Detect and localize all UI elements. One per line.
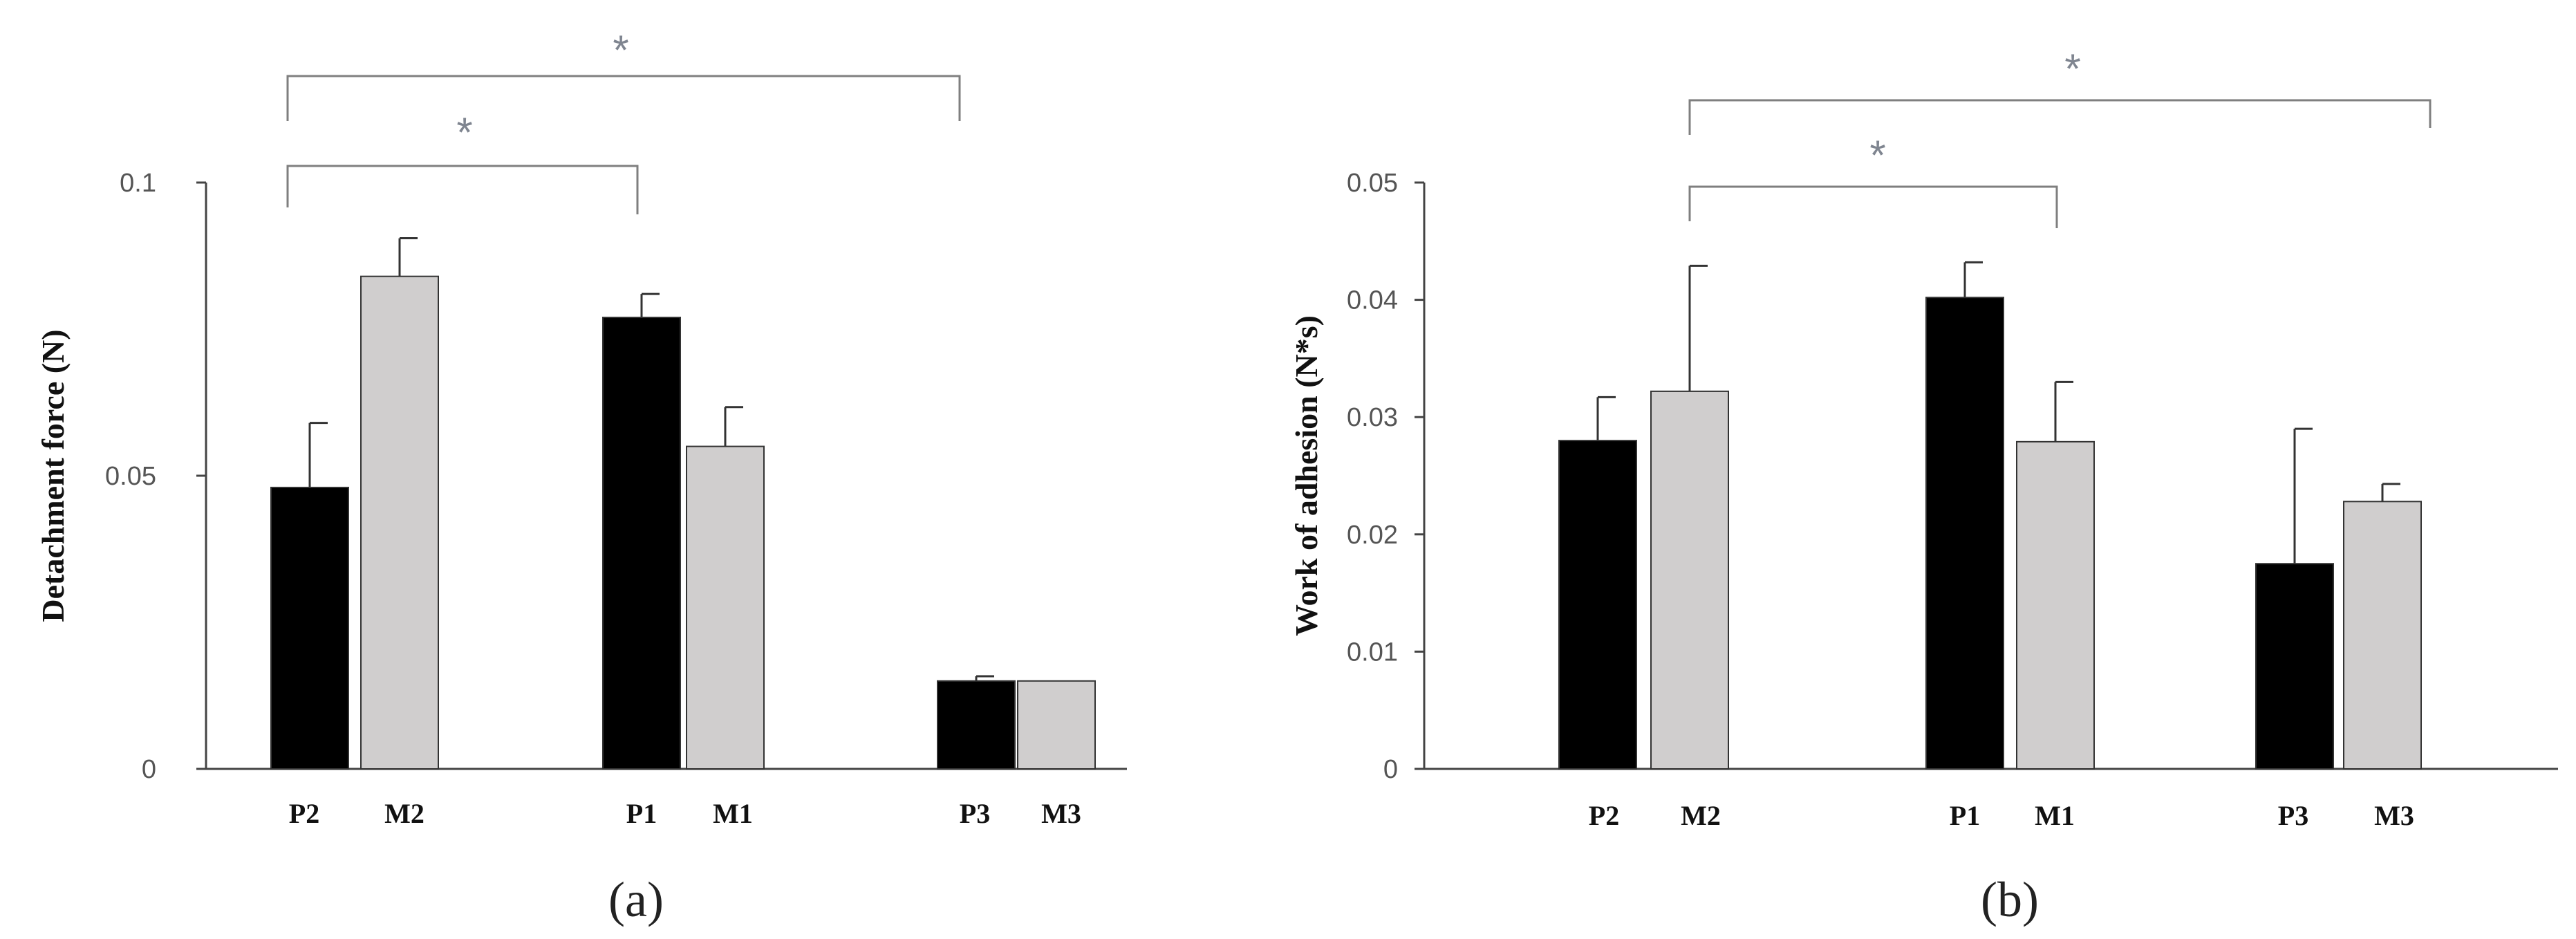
bar-m3 xyxy=(1017,680,1096,770)
bar-m2 xyxy=(360,275,439,770)
category-label-p2: P2 xyxy=(289,798,319,829)
category-label-m2: M2 xyxy=(1681,800,1721,831)
bar-m1 xyxy=(686,445,765,770)
bar-m3 xyxy=(2343,501,2422,770)
bar-m2 xyxy=(1650,390,1729,770)
category-label-p3: P3 xyxy=(960,798,990,829)
chart-a-detachment-force: 0 0.05 0.1 P2 M2 P1 M1 P3 M3 * * Detachment force (… xyxy=(35,27,1127,927)
bar-m1 xyxy=(2016,440,2095,770)
bar-p3 xyxy=(2255,563,2334,770)
bar-p1 xyxy=(602,317,681,770)
significance-bracket xyxy=(1688,185,2058,228)
significance-star: * xyxy=(456,109,472,156)
significance-bracket xyxy=(1688,99,2432,135)
bar-p2 xyxy=(270,486,349,770)
panel-label: (a) xyxy=(608,872,664,927)
y-tick-label: 0 xyxy=(142,755,156,784)
y-tick-label: 0 xyxy=(1383,755,1398,784)
y-axis-title: Work of adhesion (N*s) xyxy=(1289,315,1324,636)
y-tick-label: 0.04 xyxy=(1347,286,1398,315)
y-tick-label: 0.03 xyxy=(1347,403,1398,432)
y-axis-title: Detachment force (N) xyxy=(35,329,71,622)
y-tick-label: 0.05 xyxy=(1347,169,1398,198)
chart-b-work-of-adhesion: 0 0.01 0.02 0.03 0.04 0.05 P2 M2 P1 M1 P3 M3 * * Work … xyxy=(1289,46,2558,927)
y-tick-label: 0.05 xyxy=(105,462,156,491)
significance-bracket xyxy=(286,75,961,121)
significance-star: * xyxy=(2064,46,2080,92)
category-label-m2: M2 xyxy=(384,798,424,829)
category-label-m1: M1 xyxy=(2035,800,2075,831)
y-tick-label: 0.01 xyxy=(1347,638,1398,667)
panel-label: (b) xyxy=(1981,872,2039,927)
significance-star: * xyxy=(613,27,628,73)
bar-p2 xyxy=(1558,440,1637,770)
significance-bracket xyxy=(286,165,639,214)
category-label-m1: M1 xyxy=(713,798,753,829)
y-tick-label: 0.1 xyxy=(120,169,156,198)
category-label-m3: M3 xyxy=(1041,798,1081,829)
y-tick-label: 0.02 xyxy=(1347,521,1398,550)
bar-p1 xyxy=(1925,297,2004,770)
category-label-p3: P3 xyxy=(2278,800,2308,831)
category-label-m3: M3 xyxy=(2374,800,2414,831)
bar-p3 xyxy=(937,680,1016,770)
category-label-p1: P1 xyxy=(1950,800,1980,831)
category-label-p1: P1 xyxy=(626,798,657,829)
significance-star: * xyxy=(1869,132,1885,178)
category-label-p2: P2 xyxy=(1589,800,1619,831)
